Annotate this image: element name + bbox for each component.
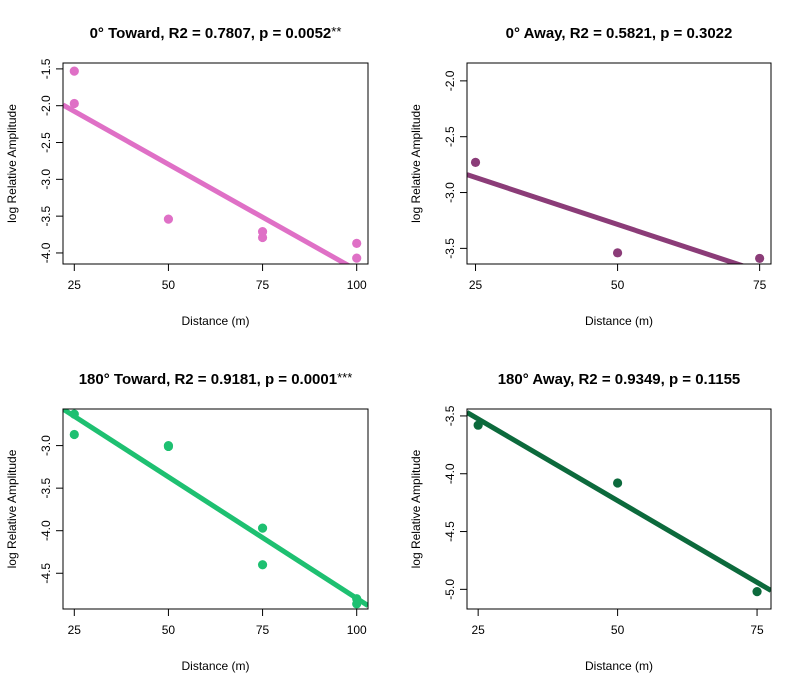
y-tick-label: -3.5 (443, 405, 457, 426)
panel-title: 0° Toward, R2 = 0.7807, p = 0.0052** (90, 24, 342, 42)
x-tick-label: 75 (753, 278, 767, 292)
x-tick-label: 25 (469, 278, 483, 292)
plot-frame (62, 62, 369, 265)
y-tick-label: -3.5 (39, 477, 53, 498)
panel-2: 0° Away, R2 = 0.5821, p = 0.3022 25 50 75 -2… (409, 25, 772, 328)
title-text: 0° Away, R2 = 0.5821, p = 0.3022 (506, 25, 733, 42)
regression-line (63, 102, 351, 264)
x-tick-label: 25 (471, 623, 485, 637)
panel-4: 180° Away, R2 = 0.9349, p = 0.1155 25 50 75… (409, 371, 772, 673)
x-tick-label: 50 (611, 278, 625, 292)
title-text: 180° Toward, R2 = 0.9181, p = 0.0001 (79, 371, 337, 388)
x-axis-label: Distance (m) (585, 314, 653, 328)
data-point-1 (69, 66, 79, 76)
x-axis-label: Distance (m) (181, 314, 249, 328)
x-tick-label: 100 (347, 278, 367, 292)
significance-stars: *** (337, 370, 352, 385)
data-point-8 (352, 599, 362, 609)
y-tick-label: -2.0 (443, 70, 457, 91)
y-tick-label: -3.0 (39, 169, 53, 190)
y-tick-label: -2.0 (39, 95, 53, 116)
data-point-5 (257, 232, 268, 243)
data-point-6 (352, 238, 362, 248)
data-point-3 (163, 214, 174, 224)
x-axis-label: Distance (m) (585, 659, 653, 673)
data-point-2 (613, 478, 623, 488)
y-tick-label: -3.0 (443, 182, 457, 203)
y-tick-label: -4.5 (443, 521, 457, 542)
panel-title: 180° Toward, R2 = 0.9181, p = 0.0001*** (79, 370, 353, 388)
data-point-2 (612, 248, 623, 258)
panel-title: 180° Away, R2 = 0.9349, p = 0.1155 (498, 371, 741, 388)
y-tick-label: -2.5 (443, 126, 457, 147)
y-tick-label: -3.5 (443, 238, 457, 259)
data-point-3 (755, 253, 765, 264)
panel-title: 0° Away, R2 = 0.5821, p = 0.3022 (506, 25, 733, 42)
x-tick-label: 75 (256, 278, 270, 292)
title-text: 180° Away, R2 = 0.9349, p = 0.1155 (498, 371, 741, 388)
x-tick-label: 50 (162, 623, 176, 637)
significance-stars: ** (331, 24, 341, 39)
regression-line (467, 410, 771, 593)
y-axis-label: log Relative Amplitude (5, 104, 19, 223)
y-axis-label: log Relative Amplitude (409, 449, 423, 568)
y-axis-label: log Relative Amplitude (409, 104, 423, 223)
plot-frame (466, 62, 772, 265)
x-tick-label: 50 (611, 623, 625, 637)
data-point-2 (69, 429, 79, 440)
y-tick-label: -1.5 (39, 58, 53, 79)
y-tick-label: -2.5 (39, 132, 53, 153)
y-tick-label: -4.0 (39, 242, 53, 263)
plot-frame (466, 408, 772, 610)
x-axis-label: Distance (m) (181, 659, 249, 673)
x-tick-label: 25 (68, 278, 82, 292)
data-point-6 (257, 560, 268, 570)
panel-3: 180° Toward, R2 = 0.9181, p = 0.0001*** 2… (5, 370, 369, 673)
y-tick-label: -5.0 (443, 579, 457, 600)
x-tick-label: 100 (347, 623, 367, 637)
y-tick-label: -4.5 (39, 563, 53, 584)
y-tick-label: -4.0 (39, 520, 53, 541)
data-point-5 (257, 523, 268, 533)
y-axis-label: log Relative Amplitude (5, 449, 19, 568)
regression-line (467, 172, 746, 264)
title-text: 0° Toward, R2 = 0.7807, p = 0.0052 (90, 25, 332, 42)
y-tick-label: -3.0 (39, 435, 53, 456)
data-point-1 (470, 157, 481, 167)
data-point-4 (163, 441, 174, 452)
x-tick-label: 75 (256, 623, 270, 637)
panel-1: 0° Toward, R2 = 0.7807, p = 0.0052** 25 50… (5, 24, 369, 328)
regression-line (63, 409, 368, 608)
data-point-1 (69, 409, 79, 419)
data-point-3 (752, 587, 762, 597)
data-point-2 (69, 98, 79, 109)
y-tick-label: -3.5 (39, 205, 53, 226)
x-tick-label: 50 (162, 278, 176, 292)
x-tick-label: 75 (750, 623, 764, 637)
plot-frame (62, 408, 369, 610)
data-point-1 (473, 420, 483, 430)
data-point-7 (352, 253, 362, 263)
x-tick-label: 25 (68, 623, 82, 637)
y-tick-label: -4.0 (443, 463, 457, 484)
